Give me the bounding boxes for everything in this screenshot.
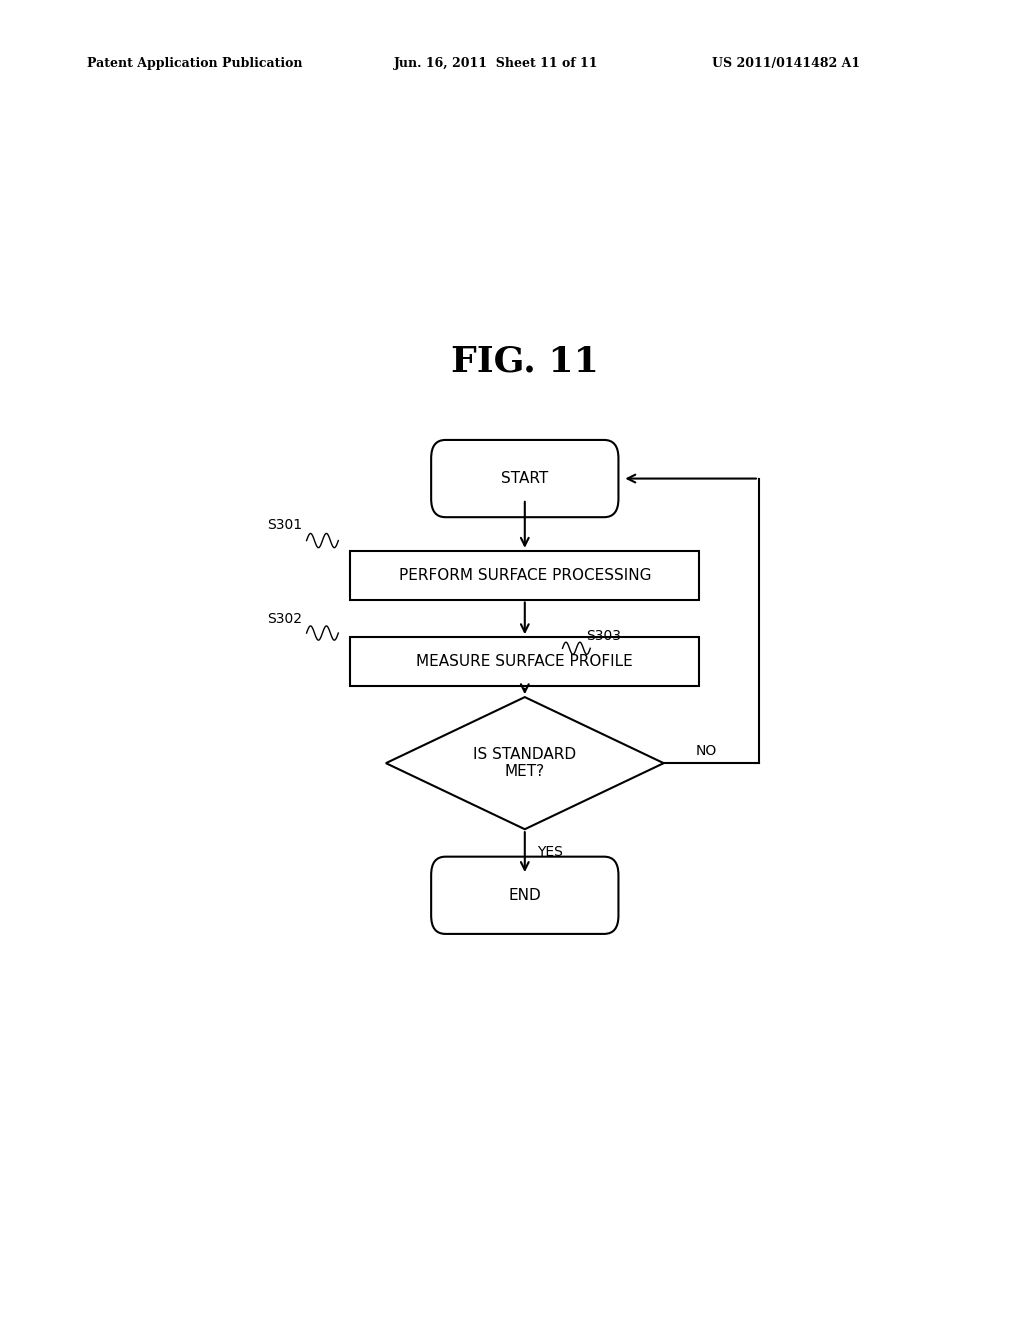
Text: S303: S303 bbox=[587, 630, 622, 643]
Text: PERFORM SURFACE PROCESSING: PERFORM SURFACE PROCESSING bbox=[398, 568, 651, 582]
Text: END: END bbox=[509, 888, 541, 903]
Text: S301: S301 bbox=[267, 519, 303, 532]
Text: Patent Application Publication: Patent Application Publication bbox=[87, 57, 302, 70]
Bar bbox=[350, 638, 699, 686]
FancyBboxPatch shape bbox=[431, 857, 618, 935]
Text: MEASURE SURFACE PROFILE: MEASURE SURFACE PROFILE bbox=[417, 653, 633, 669]
Text: IS STANDARD
MET?: IS STANDARD MET? bbox=[473, 747, 577, 779]
Text: YES: YES bbox=[537, 845, 562, 859]
Text: FIG. 11: FIG. 11 bbox=[451, 345, 599, 379]
FancyBboxPatch shape bbox=[431, 440, 618, 517]
Bar bbox=[350, 550, 699, 599]
Text: NO: NO bbox=[695, 744, 717, 758]
Text: S302: S302 bbox=[267, 612, 303, 626]
Text: US 2011/0141482 A1: US 2011/0141482 A1 bbox=[712, 57, 860, 70]
Text: START: START bbox=[501, 471, 549, 486]
Polygon shape bbox=[386, 697, 664, 829]
Text: Jun. 16, 2011  Sheet 11 of 11: Jun. 16, 2011 Sheet 11 of 11 bbox=[394, 57, 599, 70]
